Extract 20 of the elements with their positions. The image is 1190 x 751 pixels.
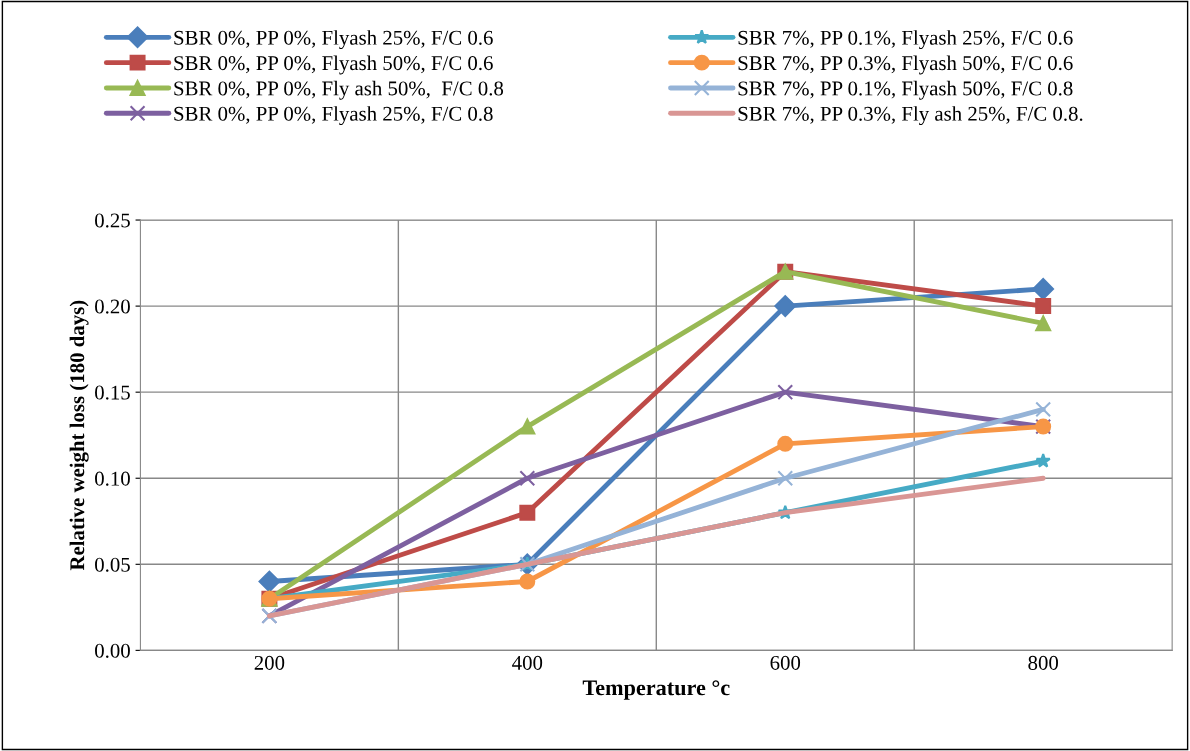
- legend-label: SBR 7%, PP 0.1%, Flyash 25%, F/C 0.6: [738, 30, 1073, 50]
- x-tick-label: 600: [770, 655, 801, 670]
- y-axis-title: Relative weight loss (180 days): [69, 300, 89, 571]
- x-tick-label: 800: [1028, 655, 1059, 670]
- x-axis-title: Temperature °c: [582, 680, 730, 700]
- legend-label: SBR 0%, PP 0%, Flyash 50%, F/C 0.6: [174, 55, 493, 75]
- y-tick-label: 0.25: [95, 213, 130, 228]
- y-tick-label: 0.20: [95, 299, 130, 314]
- x-tick-label: 200: [254, 655, 285, 670]
- legend-label: SBR 0%, PP 0%, Flyash 25%, F/C 0.8: [174, 106, 493, 126]
- legend-label: SBR 0%, PP 0%, Flyash 25%, F/C 0.6: [174, 30, 493, 50]
- y-tick-label: 0.15: [95, 385, 130, 400]
- y-tick-label: 0.05: [95, 557, 130, 572]
- legend-label: SBR 7%, PP 0.3%, Fly ash 25%, F/C 0.8.: [738, 106, 1083, 126]
- y-tick-label: 0.10: [95, 471, 130, 486]
- legend-label: SBR 7%, PP 0.1%, Flyash 50%, F/C 0.8: [738, 80, 1073, 100]
- y-tick-label: 0.00: [95, 643, 130, 658]
- legend-label: SBR 7%, PP 0.3%, Flyash 50%, F/C 0.6: [738, 55, 1073, 75]
- legend-label: SBR 0%, PP 0%, Fly ash 50%, F/C 0.8: [174, 80, 504, 100]
- x-tick-label: 400: [512, 655, 543, 670]
